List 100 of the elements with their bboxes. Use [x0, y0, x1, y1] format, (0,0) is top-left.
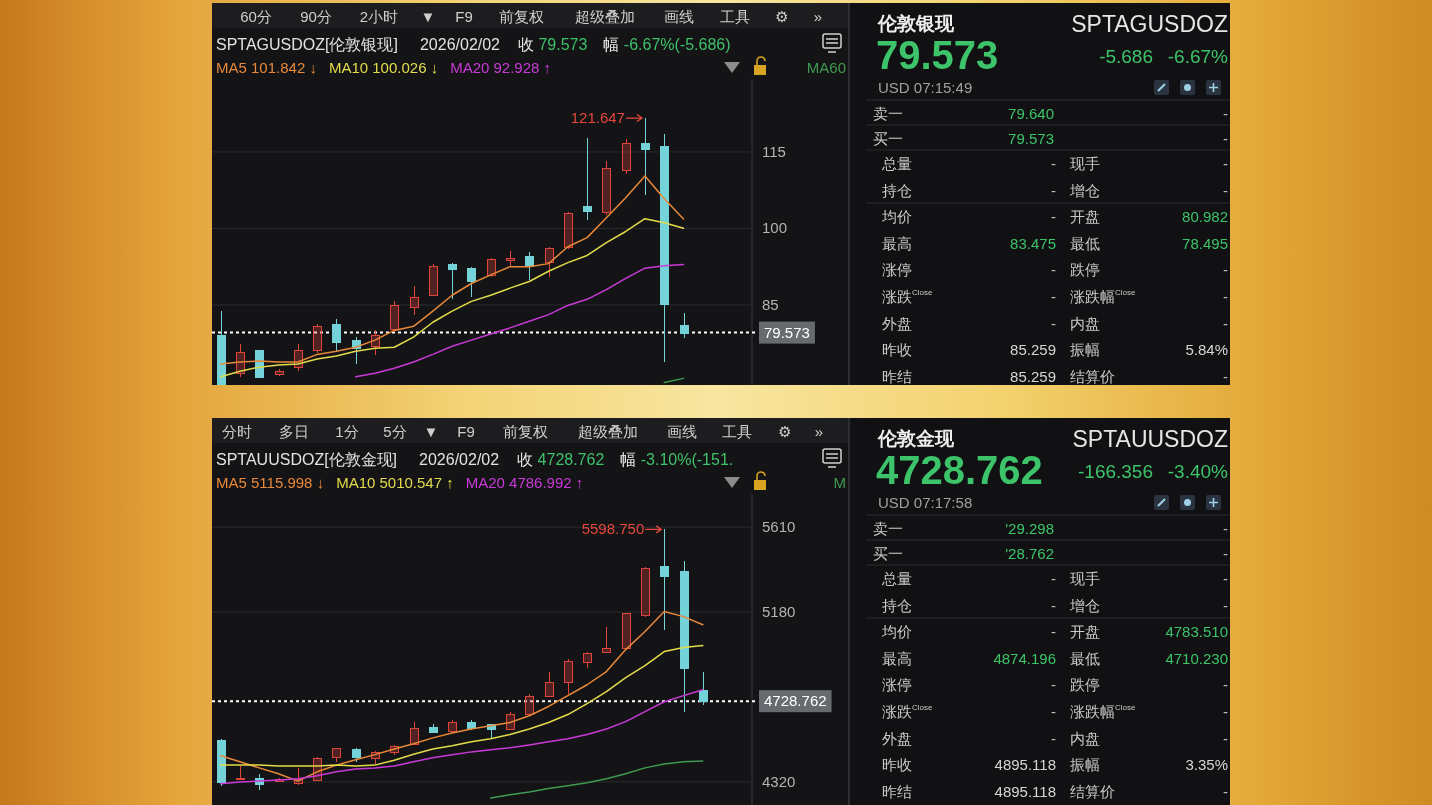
- text: 最低: [1070, 234, 1100, 252]
- text: 4728.762: [876, 448, 1043, 492]
- text: 跌停: [1070, 676, 1100, 694]
- text: -: [1051, 703, 1056, 720]
- text: 昨结: [882, 782, 912, 800]
- text: -: [1223, 130, 1228, 147]
- text: 幅 -3.10%(-151.: [620, 451, 734, 468]
- text: MA10 5010.547 ↑: [336, 474, 454, 491]
- text: 持仓: [882, 596, 912, 614]
- text: 超级叠加: [575, 8, 635, 25]
- text: SPTAUUSDOZ: [1072, 426, 1228, 452]
- text: 幅 -6.67%(-5.686): [603, 36, 731, 53]
- text: 卖一: [873, 105, 903, 122]
- text: -: [1051, 596, 1056, 614]
- text: 现手: [1070, 155, 1100, 172]
- text: 跌停: [1070, 261, 1100, 279]
- text: -: [1223, 367, 1228, 385]
- text: 90分: [300, 8, 332, 25]
- text: -: [1051, 570, 1056, 587]
- text: -: [1051, 676, 1056, 694]
- text: 昨收: [882, 756, 912, 774]
- text: 昨结: [882, 367, 912, 385]
- text: 85.259: [1010, 367, 1056, 385]
- text: 4895.118: [994, 782, 1056, 800]
- ref-line-label: 79.573: [764, 323, 810, 341]
- text: -: [1223, 181, 1228, 199]
- text: '29.298: [1005, 520, 1054, 537]
- text: 内盘: [1070, 314, 1100, 332]
- text: ▼: [420, 8, 436, 25]
- text: 开盘: [1070, 623, 1100, 641]
- text: 画线: [667, 423, 697, 440]
- text: ⚙: [775, 8, 789, 25]
- text: -: [1051, 314, 1056, 332]
- text: MA20 4786.992 ↑: [465, 474, 584, 491]
- text: 昨收: [882, 341, 912, 359]
- text: 结算价: [1070, 367, 1115, 385]
- text: -: [1051, 288, 1056, 305]
- text: -: [1223, 676, 1228, 694]
- text: -166.356: [1077, 461, 1153, 482]
- text: -: [1223, 703, 1228, 720]
- text: ⚙: [778, 423, 792, 440]
- y-tick-label: 4320: [762, 772, 796, 790]
- text: 涨停: [882, 676, 912, 694]
- text: 4783.510: [1165, 623, 1228, 641]
- text: 总量: [881, 155, 912, 172]
- text: MA5 5115.998 ↓: [216, 474, 325, 491]
- text: 多日: [279, 423, 309, 440]
- text: -: [1223, 314, 1228, 332]
- text: 最低: [1070, 649, 1100, 667]
- text: MA10 100.026 ↓: [328, 59, 439, 76]
- text: 外盘: [882, 729, 912, 747]
- text: -: [1223, 570, 1228, 587]
- text: 开盘: [1070, 208, 1100, 226]
- text: 最高: [882, 234, 912, 252]
- text: 83.475: [1010, 234, 1056, 252]
- text: -: [1223, 782, 1228, 800]
- annotation: 5598.750: [581, 520, 645, 538]
- text: -: [1223, 545, 1228, 562]
- chart-title: SPTAGUSDOZ[伦敦银现]: [216, 36, 398, 53]
- text: F9: [457, 423, 475, 440]
- text: 5.84%: [1185, 341, 1228, 359]
- text: 4874.196: [993, 649, 1056, 667]
- text: 涨跌$^{Close}$: [882, 703, 933, 720]
- text: 最高: [882, 649, 912, 667]
- text: 买一: [873, 545, 903, 562]
- text: -: [1223, 105, 1228, 122]
- text: ▼: [423, 423, 439, 440]
- y-tick-label: 115: [762, 142, 786, 160]
- y-tick-label: 100: [762, 219, 788, 237]
- text: 79.573: [1008, 130, 1054, 147]
- y-tick-label: 5610: [762, 518, 796, 536]
- text: -: [1223, 261, 1228, 279]
- text: SPTAGUSDOZ: [1071, 11, 1228, 37]
- text: 1分: [335, 423, 359, 440]
- y-tick-label: 85: [762, 295, 779, 313]
- text: »: [813, 8, 823, 25]
- text: 60分: [240, 8, 272, 25]
- text: -: [1223, 288, 1228, 305]
- text: MA60: [806, 59, 846, 76]
- chart-subtitle: 2026/02/02: [419, 451, 500, 468]
- text: 涨跌幅$^{Close}$: [1070, 703, 1136, 720]
- text: 工具: [720, 8, 750, 25]
- text: '28.762: [1005, 545, 1054, 562]
- text: -3.40%: [1167, 461, 1229, 482]
- chart-title: SPTAUUSDOZ[伦敦金现]: [216, 451, 398, 468]
- text: 振幅: [1070, 756, 1100, 774]
- text: 买一: [873, 130, 903, 147]
- text: 4895.118: [994, 756, 1056, 774]
- text: 外盘: [882, 314, 912, 332]
- text: USD 07:17:58: [878, 494, 973, 511]
- text: -: [1051, 155, 1056, 172]
- text: -6.67%: [1167, 46, 1229, 67]
- y-tick-label: 5180: [762, 603, 796, 621]
- text: 收 79.573: [518, 36, 588, 53]
- text: -: [1051, 181, 1056, 199]
- text: -: [1223, 155, 1228, 172]
- text: 3.35%: [1185, 756, 1228, 774]
- text: »: [814, 423, 824, 440]
- text: 持仓: [882, 181, 912, 199]
- text: 工具: [722, 423, 752, 440]
